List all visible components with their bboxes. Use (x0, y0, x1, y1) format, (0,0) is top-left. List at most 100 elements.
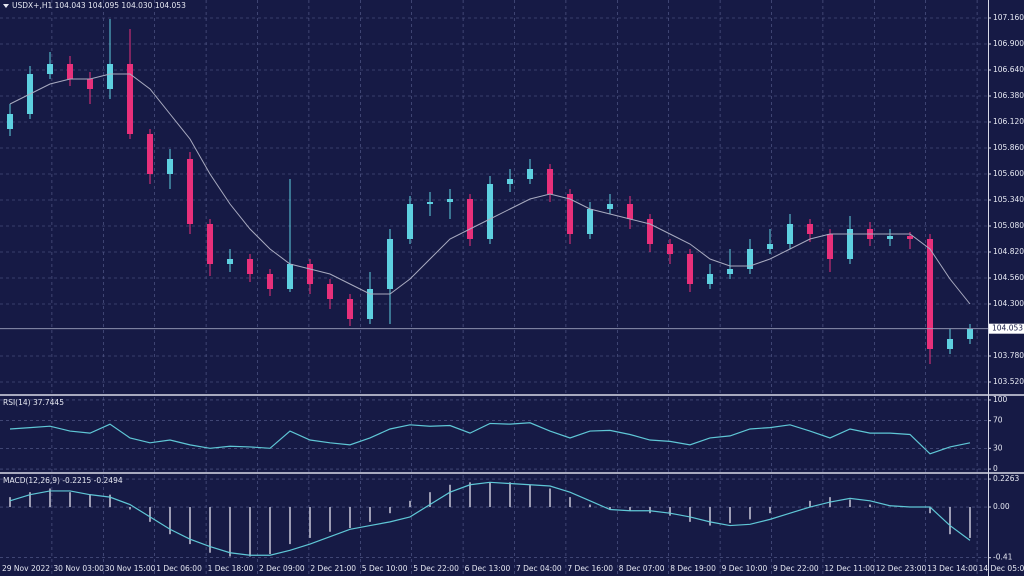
y-tick-label: 0 (993, 464, 998, 473)
candle-body (907, 236, 913, 239)
candle-body (187, 159, 193, 224)
candle-body (167, 159, 173, 174)
candle-body (267, 274, 273, 289)
panel-title: USDX+,H1 104.043 104.095 104.030 104.053 (12, 1, 186, 10)
candle-body (767, 244, 773, 249)
candle-body (687, 254, 693, 284)
candle-body (847, 229, 853, 259)
x-tick-label: 8 Dec 07:00 (619, 564, 665, 573)
y-tick-label: -0.41 (993, 553, 1013, 562)
candle-body (387, 239, 393, 289)
y-tick-label: 106.900 (993, 39, 1024, 48)
candle-body (667, 244, 673, 254)
y-tick-label: 105.340 (993, 195, 1024, 204)
candle-body (307, 264, 313, 284)
candle-body (447, 199, 453, 202)
candle-body (747, 249, 753, 269)
candle-body (947, 339, 953, 349)
y-tick-label: 30 (993, 443, 1003, 452)
x-tick-label: 9 Dec 10:00 (722, 564, 768, 573)
candle-body (807, 224, 813, 234)
y-tick-label: 103.780 (993, 351, 1024, 360)
indicator-line (9, 422, 971, 455)
x-tick-label: 7 Dec 04:00 (516, 564, 562, 573)
candle-body (827, 234, 833, 259)
x-tick-label: 12 Dec 11:00 (824, 564, 875, 573)
candle-body (47, 64, 53, 74)
candle-body (707, 274, 713, 284)
x-tick-label: 5 Dec 22:00 (413, 564, 459, 573)
macd-signal-line (9, 481, 971, 556)
x-tick-label: 29 Nov 2022 (2, 564, 50, 573)
y-tick-label: 105.860 (993, 143, 1024, 152)
y-tick-label: 106.640 (993, 65, 1024, 74)
candle-body (227, 259, 233, 264)
candle-body (427, 202, 433, 204)
x-tick-label: 8 Dec 19:00 (670, 564, 716, 573)
y-tick-label: 105.080 (993, 221, 1024, 230)
y-tick-label: 103.520 (993, 377, 1024, 386)
y-tick-label: 100 (993, 395, 1008, 404)
y-tick-label: 0.00 (993, 502, 1010, 511)
y-tick-label: 104.820 (993, 247, 1024, 256)
y-tick-label: 70 (993, 416, 1003, 425)
y-tick-label: 0.2263 (993, 474, 1019, 483)
candle-body (127, 64, 133, 134)
candle-body (7, 114, 13, 129)
x-tick-label: 6 Dec 13:00 (465, 564, 511, 573)
candle-body (627, 204, 633, 219)
candle-body (787, 224, 793, 244)
x-tick-label: 12 Dec 23:00 (876, 564, 927, 573)
candle-body (467, 199, 473, 239)
candle-body (207, 224, 213, 264)
candle-body (287, 264, 293, 289)
candle-body (567, 194, 573, 234)
x-tick-label: 13 Dec 14:00 (927, 564, 978, 573)
panel-title: RSI(14) 37.7445 (3, 398, 64, 407)
candle-body (507, 179, 513, 184)
candle-body (967, 329, 973, 339)
candle-body (327, 284, 333, 299)
symbol-menu-arrow (3, 4, 9, 8)
x-tick-label: 30 Nov 15:00 (105, 564, 156, 573)
candle-body (487, 184, 493, 239)
x-tick-label: 1 Dec 06:00 (156, 564, 202, 573)
candle-body (527, 169, 533, 179)
current-price-label: 104.053 (992, 324, 1023, 333)
candle-body (887, 236, 893, 239)
y-tick-label: 104.300 (993, 299, 1024, 308)
x-tick-label: 9 Dec 22:00 (773, 564, 819, 573)
candle-body (347, 299, 353, 319)
candle-body (587, 209, 593, 234)
x-tick-label: 1 Dec 18:00 (208, 564, 254, 573)
x-tick-label: 30 Nov 03:00 (53, 564, 104, 573)
y-tick-label: 106.120 (993, 117, 1024, 126)
candle-body (607, 204, 613, 209)
candle-body (107, 64, 113, 89)
candle-body (147, 134, 153, 174)
x-tick-label: 5 Dec 10:00 (362, 564, 408, 573)
y-tick-label: 104.560 (993, 273, 1024, 282)
x-tick-label: 2 Dec 21:00 (310, 564, 356, 573)
moving-average-line (9, 73, 971, 305)
candle-body (67, 64, 73, 79)
current-price-box (989, 323, 1024, 334)
candle-body (727, 269, 733, 274)
candle-body (547, 169, 553, 194)
x-tick-label: 7 Dec 16:00 (567, 564, 613, 573)
candle-body (647, 219, 653, 244)
candle-body (87, 79, 93, 89)
candle-body (247, 259, 253, 274)
candle-body (927, 239, 933, 349)
panel-title: MACD(12,26,9) -0.2215 -0.2494 (3, 476, 123, 485)
x-tick-label: 14 Dec 05:00 (979, 564, 1024, 573)
candle-body (407, 204, 413, 239)
y-tick-label: 106.380 (993, 91, 1024, 100)
y-tick-label: 107.160 (993, 13, 1024, 22)
candle-body (367, 289, 373, 319)
y-tick-label: 105.600 (993, 169, 1024, 178)
x-tick-label: 2 Dec 09:00 (259, 564, 305, 573)
